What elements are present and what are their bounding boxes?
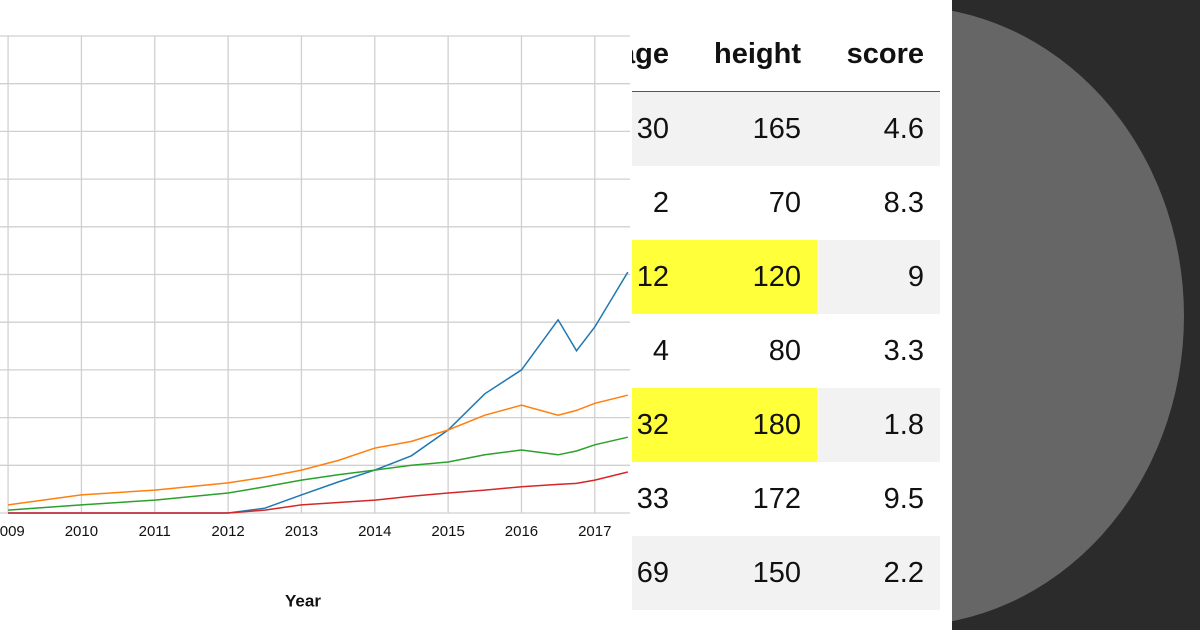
- table-cell: 9: [907, 261, 924, 293]
- table-cell: 1.8: [883, 409, 924, 441]
- table-cell: 12: [632, 240, 685, 314]
- table-cell: 3.3: [883, 335, 924, 367]
- table-cell: 69: [636, 557, 669, 589]
- table-cell: 120: [685, 240, 817, 314]
- table-cell: 2.2: [883, 557, 924, 589]
- table-cell: 30: [636, 113, 669, 145]
- x-tick-label: 2017: [578, 523, 611, 540]
- decor-circle: [952, 6, 1184, 626]
- table-cell: 2: [652, 187, 669, 219]
- x-tick-label: 2012: [211, 523, 244, 540]
- series-line: [7, 394, 628, 506]
- table-cell: 150: [752, 557, 801, 589]
- x-tick-label: 2014: [358, 523, 391, 540]
- decor-panel: [952, 0, 1200, 630]
- x-axis-label: Year: [285, 591, 321, 610]
- column-header: score: [846, 38, 924, 70]
- series-line: [8, 471, 628, 514]
- chart: Year 2009 2010 2011 2012 2013 2014 2015 2016 201…: [0, 35, 630, 610]
- table-cell: 32: [632, 388, 685, 462]
- table-cell: 33: [636, 483, 669, 515]
- table-cell: 165: [752, 113, 801, 145]
- series-line: [8, 436, 628, 511]
- row-stripe: [632, 92, 940, 166]
- x-tick-label: 2016: [505, 523, 538, 540]
- x-tick-label: 2009: [0, 523, 25, 540]
- table-cell: 80: [768, 335, 801, 367]
- x-tick-label: 2010: [65, 523, 98, 540]
- table-cell: 172: [752, 483, 801, 515]
- row-stripe: [632, 536, 940, 610]
- series-line: [8, 271, 629, 514]
- table-cell: 4: [652, 335, 669, 367]
- table-cell: 8.3: [883, 187, 924, 219]
- table-cell: 70: [768, 187, 801, 219]
- x-tick-label: 2011: [139, 523, 171, 540]
- table-cell: 180: [685, 388, 817, 462]
- x-tick-label: 2015: [431, 523, 464, 540]
- table-cell: 9.5: [883, 483, 924, 515]
- column-header: age: [632, 38, 669, 70]
- column-header: height: [714, 38, 801, 70]
- table-cell: 4.6: [883, 113, 924, 145]
- x-tick-label: 2013: [285, 523, 318, 540]
